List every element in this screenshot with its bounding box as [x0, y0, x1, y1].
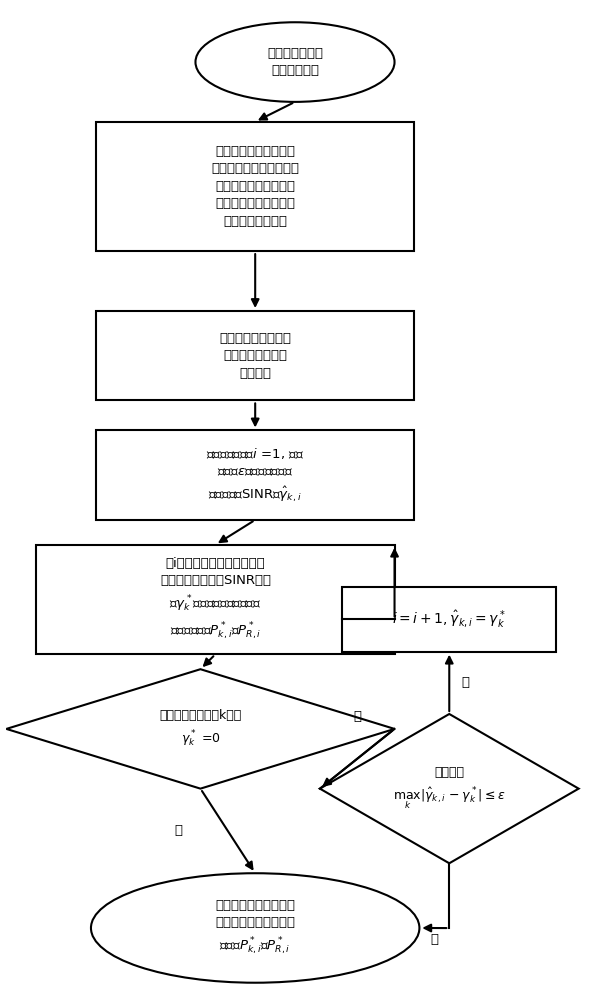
Text: 初始化迭代次数$i$ =1, 误差
门限值$\varepsilon$。中继计算每个
用户的初始SINR值$\hat{\gamma}_{k,i}$: 初始化迭代次数$i$ =1, 误差 门限值$\varepsilon$。中继计算每… — [206, 446, 304, 504]
Text: 是否存在任意一个k满足
$\gamma_k^*$ =0: 是否存在任意一个k满足 $\gamma_k^*$ =0 — [160, 709, 242, 749]
Text: 功率优化结束，优化出
的用户功率和中继功率
的解为$P_{k,i}^*$和$P_{R,i}^*$: 功率优化结束，优化出 的用户功率和中继功率 的解为$P_{k,i}^*$和$P_… — [215, 899, 295, 957]
Bar — [342, 587, 556, 652]
Ellipse shape — [196, 22, 395, 102]
Text: 用户向中继发送状态信
息，包括导频序列长度、
导频功率、有效载荷功
率、用户间干扰、循环
干扰以及位置信息: 用户向中继发送状态信 息，包括导频序列长度、 导频功率、有效载荷功 率、用户间干… — [211, 145, 299, 228]
Text: 第i次迭代，求解几何规划问
题，得到当前迭代SINR最优
解$\gamma_k^*$，以及用户功率和中继
功率的最优解$P_{k,i}^*$和$P_{R,i}^: 第i次迭代，求解几何规划问 题，得到当前迭代SINR最优 解$\gamma_k^… — [160, 557, 271, 642]
Polygon shape — [7, 669, 395, 789]
Ellipse shape — [91, 873, 420, 983]
Text: 否: 否 — [353, 710, 361, 723]
Text: 是: 是 — [430, 933, 439, 946]
Text: 是: 是 — [174, 824, 183, 837]
Text: 否: 否 — [461, 676, 469, 689]
Text: $i=i+1,\hat{\gamma}_{k,i}=\gamma_k^*$: $i=i+1,\hat{\gamma}_{k,i}=\gamma_k^*$ — [392, 608, 506, 630]
Bar — [36, 545, 395, 654]
Bar — [96, 311, 414, 400]
Text: 是否满足
$\max_k|\hat{\gamma}_{k,i}-\gamma_k^*|\leq\varepsilon$: 是否满足 $\max_k|\hat{\gamma}_{k,i}-\gamma_k… — [393, 766, 505, 811]
Text: 中继收集用户与中继
之间的大尺度衰落
统计信息: 中继收集用户与中继 之间的大尺度衰落 统计信息 — [219, 332, 291, 380]
Bar — [96, 122, 414, 251]
Bar — [96, 430, 414, 520]
Polygon shape — [320, 714, 579, 863]
Text: 多用户对与中继
组建中继系统: 多用户对与中继 组建中继系统 — [267, 47, 323, 77]
